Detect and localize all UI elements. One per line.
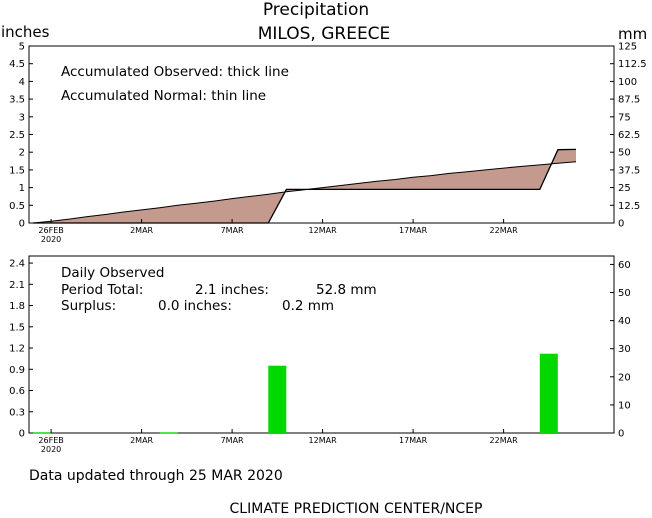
accumulated-left-tick-label: 4 [19,77,25,88]
daily-observed-title: Daily Observed [61,265,164,281]
daily-x-year-label: 2020 [41,445,61,454]
accumulated-x-tick-label: 26FEB [38,226,63,235]
daily-left-tick-label: 0.9 [9,365,25,376]
surplus-inches: 0.0 inches: [158,298,232,314]
accumulated-left-axis: 0 0.5 1 1.5 2 2.5 3 3.5 4 4.5 5 [9,42,33,230]
daily-bar [159,432,178,434]
accumulated-x-axis: 26FEB 2MAR 7MAR 12MAR 17MAR 22MAR 2020 [38,219,518,244]
daily-right-tick-label: 40 [618,316,631,327]
accumulated-left-tick-label: 1.5 [9,165,25,176]
daily-bar [33,432,51,434]
chart-title: Precipitation [263,0,369,20]
daily-bars [33,353,558,434]
accumulated-observed-legend: Accumulated Observed: thick line [61,64,289,80]
accumulated-left-tick-label: 5 [19,42,25,53]
accumulated-left-tick-label: 3.5 [9,95,25,106]
accumulated-right-tick-label: 0 [618,219,624,230]
daily-x-axis: 26FEB 2MAR 7MAR 12MAR 17MAR 22MAR 2020 [38,429,518,454]
daily-x-tick-label: 22MAR [490,436,519,445]
accumulated-right-tick-label: 87.5 [618,95,640,106]
accumulated-right-tick-label: 62.5 [618,130,640,141]
daily-right-tick-label: 10 [618,400,631,411]
daily-left-tick-label: 2.4 [9,259,25,270]
accumulated-right-tick-label: 25 [618,183,631,194]
surplus-mm: 0.2 mm [282,298,334,314]
daily-left-tick-label: 1.2 [9,344,25,355]
daily-right-tick-label: 60 [618,260,631,271]
data-updated-note: Data updated through 25 MAR 2020 [29,468,283,484]
accumulated-right-tick-label: 75 [618,112,631,123]
accumulated-x-year-label: 2020 [41,235,61,244]
daily-x-tick-label: 26FEB [38,436,63,445]
daily-x-tick-label: 17MAR [399,436,428,445]
daily-bar [268,365,287,433]
daily-x-tick-label: 7MAR [221,436,244,445]
daily-x-tick-label: 12MAR [309,436,338,445]
accumulated-left-tick-label: 4.5 [9,59,25,70]
daily-right-axis: 0 10 20 30 40 50 60 [610,260,631,440]
period-total-label: Period Total: [61,282,143,298]
accumulated-normal-legend: Accumulated Normal: thin line [61,88,266,104]
accumulated-difference-fill [33,149,576,223]
daily-left-tick-label: 1.5 [9,322,25,333]
accumulated-left-tick-label: 2 [19,148,25,159]
accumulated-right-tick-label: 125 [618,42,637,53]
accumulated-panel: 0 0.5 1 1.5 2 2.5 3 3.5 4 4.5 5 0 12.5 25 37.5 50 62.5 7… [9,42,647,245]
accumulated-x-tick-label: 2MAR [130,226,153,235]
accumulated-right-tick-label: 37.5 [618,165,640,176]
daily-right-tick-label: 30 [618,344,631,355]
daily-left-tick-label: 2.1 [9,280,25,291]
accumulated-right-tick-label: 100 [618,77,637,88]
accumulated-x-tick-label: 17MAR [399,226,428,235]
daily-left-axis: 0 0.3 0.6 0.9 1.2 1.5 1.8 2.1 2.4 [9,259,33,440]
accumulated-right-tick-label: 112.5 [618,59,647,70]
chart-subtitle: MILOS, GREECE [258,24,391,44]
daily-panel: 00.30.60.91.21.51.82.12.4 0102030405060 … [9,255,631,454]
daily-left-tick-label: 0.6 [9,386,25,397]
accumulated-x-tick-label: 12MAR [309,226,338,235]
daily-right-tick-label: 0 [618,429,624,440]
period-total-mm: 52.8 mm [316,282,377,298]
daily-right-tick-label: 20 [618,372,631,383]
right-axis-unit: mm [618,25,647,43]
accumulated-x-tick-label: 7MAR [221,226,244,235]
daily-x-tick-label: 2MAR [130,436,153,445]
accumulated-x-tick-label: 22MAR [490,226,519,235]
accumulated-left-tick-label: 2.5 [9,130,25,141]
accumulated-right-tick-label: 12.5 [618,201,640,212]
daily-bar [539,353,558,433]
accumulated-right-axis: 0 12.5 25 37.5 50 62.5 75 87.5 100 112.5 125 [610,42,647,230]
left-axis-unit: inches [1,23,50,41]
surplus-label: Surplus: [61,298,116,314]
daily-left-tick-label: 0 [19,429,25,440]
daily-plot-frame [28,255,615,434]
accumulated-left-tick-label: 0.5 [9,201,25,212]
credit-line: CLIMATE PREDICTION CENTER/NCEP [230,501,483,517]
daily-right-tick-label: 50 [618,288,631,299]
daily-left-tick-label: 1.8 [9,301,25,312]
accumulated-left-tick-label: 1 [19,183,25,194]
period-total-inches: 2.1 inches: [195,282,269,298]
accumulated-left-tick-label: 3 [19,112,25,123]
accumulated-right-tick-label: 50 [618,148,631,159]
daily-left-tick-label: 0.3 [9,407,25,418]
accumulated-observed-line [33,148,577,224]
accumulated-left-tick-label: 0 [19,219,25,230]
